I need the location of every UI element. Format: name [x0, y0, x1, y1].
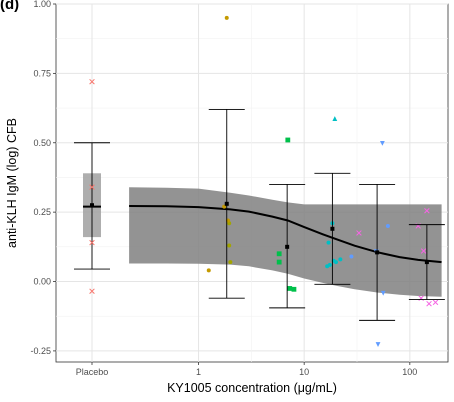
- y-tick-label: 0.25: [33, 207, 51, 217]
- data-point: [206, 268, 211, 273]
- grid-layer: [56, 3, 448, 362]
- data-point: [89, 78, 95, 85]
- x-tick-label: 1: [196, 367, 201, 377]
- data-point: [379, 140, 385, 146]
- bin-mean-marker: [424, 260, 429, 265]
- bin-mean-marker: [224, 201, 229, 206]
- data-point: [385, 224, 390, 229]
- data-point-stroke: [424, 207, 430, 214]
- bin-mean-marker: [285, 244, 290, 249]
- points-layer: [206, 15, 439, 347]
- data-point: [287, 286, 293, 291]
- plot-panel: [55, 3, 449, 363]
- data-point: [333, 260, 338, 265]
- data-point: [420, 248, 427, 254]
- data-point-stroke: [89, 288, 95, 294]
- data-point: [349, 254, 354, 259]
- y-tick-label: -0.25: [30, 346, 51, 356]
- data-point-stroke: [89, 78, 95, 85]
- data-point: [224, 15, 229, 20]
- data-point: [375, 342, 381, 347]
- data-point: [285, 137, 291, 143]
- data-point: [338, 257, 343, 262]
- x-tick-label: 10: [299, 367, 309, 377]
- bins-layer: [208, 109, 445, 321]
- data-point: [424, 207, 430, 214]
- data-point-stroke: [426, 300, 432, 307]
- data-point: [89, 184, 95, 190]
- data-point-stroke: [432, 299, 439, 306]
- x-tick-label: Placebo: [76, 367, 109, 377]
- axes-layer: -0.25 0.00 0.25 0.50 0.75 1.00 Placebo 1 10 100: [30, 0, 417, 377]
- model-fit-layer: [129, 187, 442, 297]
- data-point: [291, 286, 297, 292]
- data-point: [426, 300, 432, 307]
- data-point-stroke: [89, 239, 95, 246]
- data-point: [432, 299, 439, 306]
- placebo-mean-marker: [90, 203, 94, 208]
- panel-label: (d): [0, 0, 20, 13]
- y-tick-label: 0.75: [33, 68, 51, 78]
- data-point: [332, 116, 338, 121]
- data-point: [89, 239, 95, 246]
- data-point-stroke: [89, 184, 95, 190]
- y-axis-title: anti-KLH IgM (log) CFB: [5, 118, 19, 248]
- data-point: [276, 259, 282, 265]
- x-axis-title: KY1005 concentration (μg/mL): [167, 381, 337, 395]
- y-tick-label: 1.00: [33, 0, 51, 9]
- data-point: [276, 251, 282, 257]
- data-point-stroke: [420, 248, 427, 254]
- model-fit-median-line: [129, 205, 442, 264]
- model-fit-ribbon: [129, 187, 442, 297]
- x-tick-label: 100: [402, 367, 417, 377]
- data-point: [326, 240, 331, 245]
- data-point-stroke: [356, 230, 362, 236]
- bin-mean-marker: [375, 250, 380, 255]
- data-point: [380, 290, 386, 296]
- bin-mean-marker: [330, 226, 335, 231]
- data-point: [227, 243, 232, 248]
- y-tick-label: 0.00: [33, 277, 51, 287]
- data-point: [89, 288, 95, 294]
- placebo-layer: [74, 78, 110, 294]
- data-point: [325, 264, 330, 269]
- data-point: [356, 230, 362, 236]
- y-tick-label: 0.50: [33, 138, 51, 148]
- data-point: [228, 260, 233, 265]
